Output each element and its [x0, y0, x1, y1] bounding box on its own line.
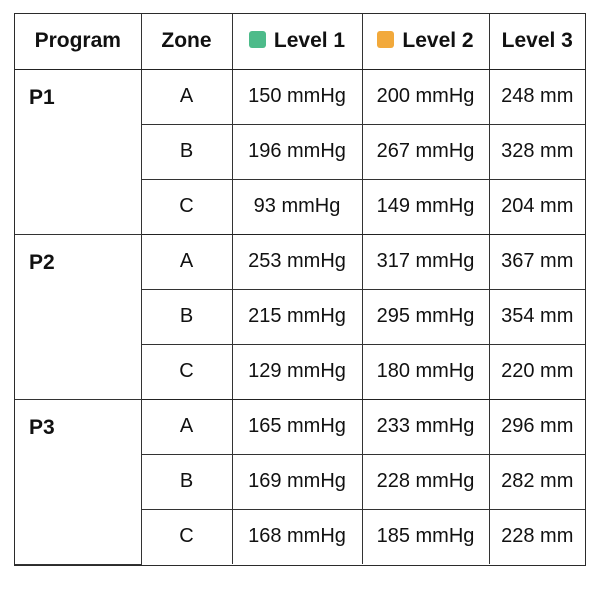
level-1-cell: 93 mmHg: [231, 178, 363, 235]
level-3-cell: 354 mm: [488, 288, 585, 345]
header-row: Program Zone Level 1 Level 2 Level 3: [15, 14, 585, 70]
level-2-cell: 149 mmHg: [361, 178, 490, 235]
table-row: P3 A 165 mmHg 233 mmHg 296 mm: [15, 398, 585, 565]
header-level-2-label: Level 2: [402, 29, 474, 53]
level-3-cell: 204 mm: [488, 178, 585, 235]
header-zone: Zone: [140, 14, 233, 70]
level-1-swatch-icon: [248, 31, 266, 49]
level-2-cell: 233 mmHg: [361, 398, 490, 455]
zone-cell: B: [140, 123, 233, 180]
table-row: P2 A 253 mmHg 317 mmHg 367 mm: [15, 233, 585, 400]
program-cell: P3: [15, 398, 142, 565]
level-3-cell: 220 mm: [488, 343, 585, 400]
level-1-cell: 165 mmHg: [231, 398, 363, 455]
level-1-cell: 215 mmHg: [231, 288, 363, 345]
table-row: B 196 mmHg 267 mmHg 328 mm: [15, 123, 585, 180]
zone-cell: C: [140, 343, 233, 400]
level-2-cell: 228 mmHg: [361, 453, 490, 510]
program-cell: P2: [15, 233, 142, 400]
level-3-cell: 248 mm: [488, 68, 585, 125]
level-2-cell: 267 mmHg: [361, 123, 490, 180]
zone-cell: B: [140, 453, 233, 510]
level-2-cell: 200 mmHg: [361, 68, 490, 125]
table-row: B 169 mmHg 228 mmHg 282 mm: [15, 453, 585, 510]
zone-cell: C: [140, 178, 233, 235]
level-3-cell: 296 mm: [488, 398, 585, 455]
level-1-cell: 253 mmHg: [231, 233, 363, 290]
header-level-3: Level 3: [488, 14, 585, 70]
level-2-swatch-icon: [377, 31, 395, 49]
header-level-1: Level 1: [231, 14, 363, 70]
zone-cell: A: [140, 233, 233, 290]
zone-cell: C: [140, 508, 233, 564]
level-1-cell: 196 mmHg: [231, 123, 363, 180]
header-level-2: Level 2: [361, 14, 490, 70]
program-cell: P1: [15, 68, 142, 235]
table-row: P1 A 150 mmHg 200 mmHg 248 mm: [15, 68, 585, 235]
level-2-cell: 180 mmHg: [361, 343, 490, 400]
level-2-cell: 295 mmHg: [361, 288, 490, 345]
header-program: Program: [15, 14, 142, 70]
level-1-cell: 129 mmHg: [231, 343, 363, 400]
level-3-cell: 367 mm: [488, 233, 585, 290]
data-table-container: Program Zone Level 1 Level 2 Level 3 P1 …: [14, 13, 586, 566]
level-1-cell: 168 mmHg: [231, 508, 363, 564]
level-3-cell: 228 mm: [488, 508, 585, 564]
table-row: C 129 mmHg 180 mmHg 220 mm: [15, 343, 585, 400]
table-row: C 168 mmHg 185 mmHg 228 mm: [15, 508, 585, 564]
data-table: Program Zone Level 1 Level 2 Level 3 P1 …: [15, 14, 585, 565]
level-2-cell: 185 mmHg: [361, 508, 490, 564]
level-1-cell: 169 mmHg: [231, 453, 363, 510]
level-1-cell: 150 mmHg: [231, 68, 363, 125]
level-3-cell: 282 mm: [488, 453, 585, 510]
zone-cell: A: [140, 68, 233, 125]
zone-cell: A: [140, 398, 233, 455]
level-2-cell: 317 mmHg: [361, 233, 490, 290]
level-3-cell: 328 mm: [488, 123, 585, 180]
zone-cell: B: [140, 288, 233, 345]
header-level-1-label: Level 1: [273, 29, 346, 53]
